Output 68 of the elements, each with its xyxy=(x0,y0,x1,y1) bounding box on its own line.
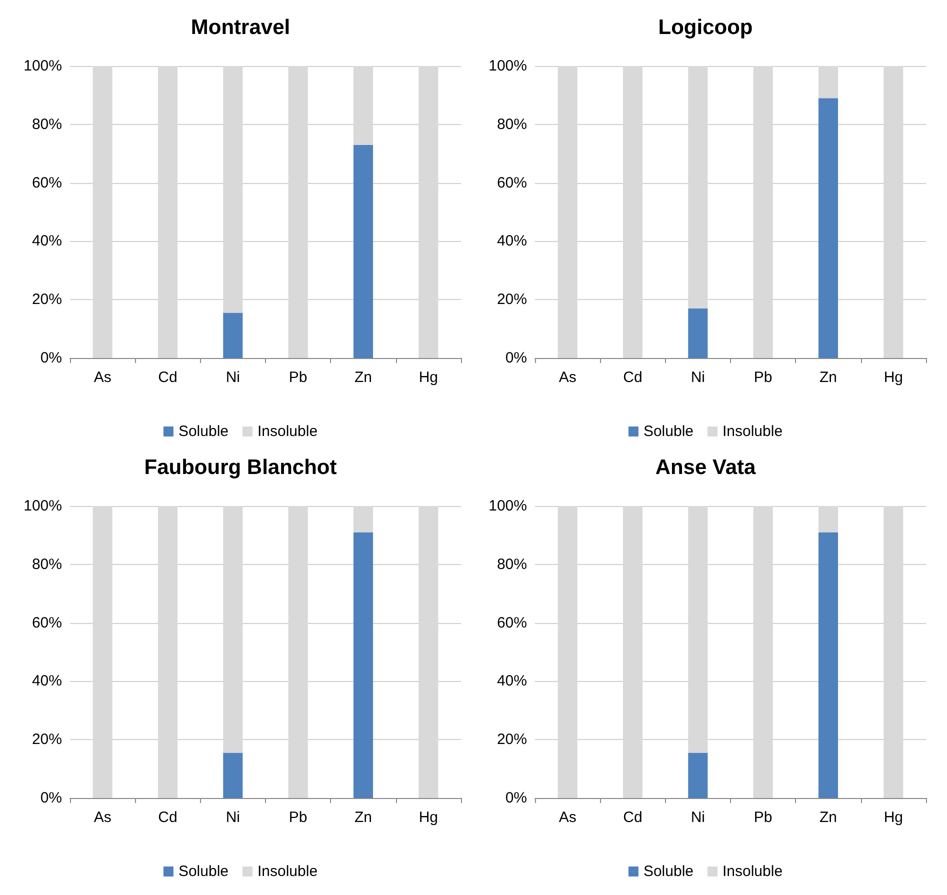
chart-title: Anse Vata xyxy=(655,456,756,479)
y-tick-label: 60% xyxy=(496,174,527,192)
legend-label: Soluble xyxy=(178,863,229,880)
y-tick-label: 0% xyxy=(505,790,527,806)
y-tick-label: 40% xyxy=(496,232,527,250)
x-tick-label: Hg xyxy=(418,809,438,826)
legend-label: Soluble xyxy=(178,423,229,440)
bar xyxy=(223,752,243,798)
bar xyxy=(688,752,708,798)
x-tick-label: Zn xyxy=(354,369,372,386)
x-tick-label: As xyxy=(558,369,576,386)
bar xyxy=(818,532,838,798)
x-tick-label: Zn xyxy=(819,369,838,386)
x-tick-label: As xyxy=(558,809,576,826)
y-tick-label: 80% xyxy=(496,556,527,573)
x-tick-label: Cd xyxy=(623,369,642,386)
y-tick-label: 100% xyxy=(24,498,62,514)
x-tick-label: Hg xyxy=(418,369,438,386)
x-tick-label: Pb xyxy=(288,369,308,386)
y-tick-label: 60% xyxy=(32,174,62,192)
y-tick-label: 20% xyxy=(32,291,62,308)
y-tick-label: 100% xyxy=(488,498,527,514)
y-tick-label: 60% xyxy=(32,614,62,632)
bar xyxy=(818,98,838,358)
y-tick-label: 20% xyxy=(496,291,527,308)
legend-label: Insoluble xyxy=(258,863,318,880)
chart-title: Faubourg Blanchot xyxy=(144,456,337,479)
bar xyxy=(353,532,374,798)
bar xyxy=(688,308,708,358)
y-tick-label: 40% xyxy=(32,672,62,690)
x-tick-label: Ni xyxy=(226,809,240,826)
y-tick-label: 80% xyxy=(32,556,62,573)
y-tick-label: 0% xyxy=(505,350,527,366)
bar xyxy=(223,312,243,358)
legend-label: Soluble xyxy=(643,863,694,880)
x-tick-label: Hg xyxy=(884,809,904,826)
y-tick-label: 60% xyxy=(496,614,527,632)
y-tick-label: 100% xyxy=(24,58,62,74)
x-tick-label: Pb xyxy=(754,369,772,386)
x-tick-label: Ni xyxy=(690,369,706,386)
x-tick-label: Cd xyxy=(158,369,178,386)
y-tick-label: 20% xyxy=(32,731,62,748)
x-tick-label: As xyxy=(94,809,112,826)
y-tick-label: 80% xyxy=(496,116,527,133)
y-tick-label: 80% xyxy=(32,116,62,133)
x-tick-label: As xyxy=(94,369,112,386)
y-tick-label: 0% xyxy=(40,790,62,806)
chart-title: Montravel xyxy=(190,16,290,39)
x-tick-label: Cd xyxy=(623,809,642,826)
chart-title: Logicoop xyxy=(658,16,753,39)
x-tick-label: Pb xyxy=(288,809,308,826)
x-tick-label: Ni xyxy=(690,809,706,826)
x-tick-label: Ni xyxy=(226,369,240,386)
x-tick-label: Hg xyxy=(884,369,904,386)
x-tick-label: Zn xyxy=(354,809,372,826)
bar xyxy=(353,144,374,358)
x-tick-label: Cd xyxy=(158,809,178,826)
legend-label: Soluble xyxy=(643,423,694,440)
legend-label: Insoluble xyxy=(722,863,783,880)
legend-label: Insoluble xyxy=(258,423,318,440)
y-tick-label: 40% xyxy=(496,672,527,690)
y-tick-label: 100% xyxy=(488,58,527,74)
x-tick-label: Pb xyxy=(754,809,772,826)
y-tick-label: 40% xyxy=(32,232,62,250)
x-tick-label: Zn xyxy=(819,809,838,826)
legend-label: Insoluble xyxy=(722,423,783,440)
y-tick-label: 20% xyxy=(496,731,527,748)
y-tick-label: 0% xyxy=(40,350,62,366)
